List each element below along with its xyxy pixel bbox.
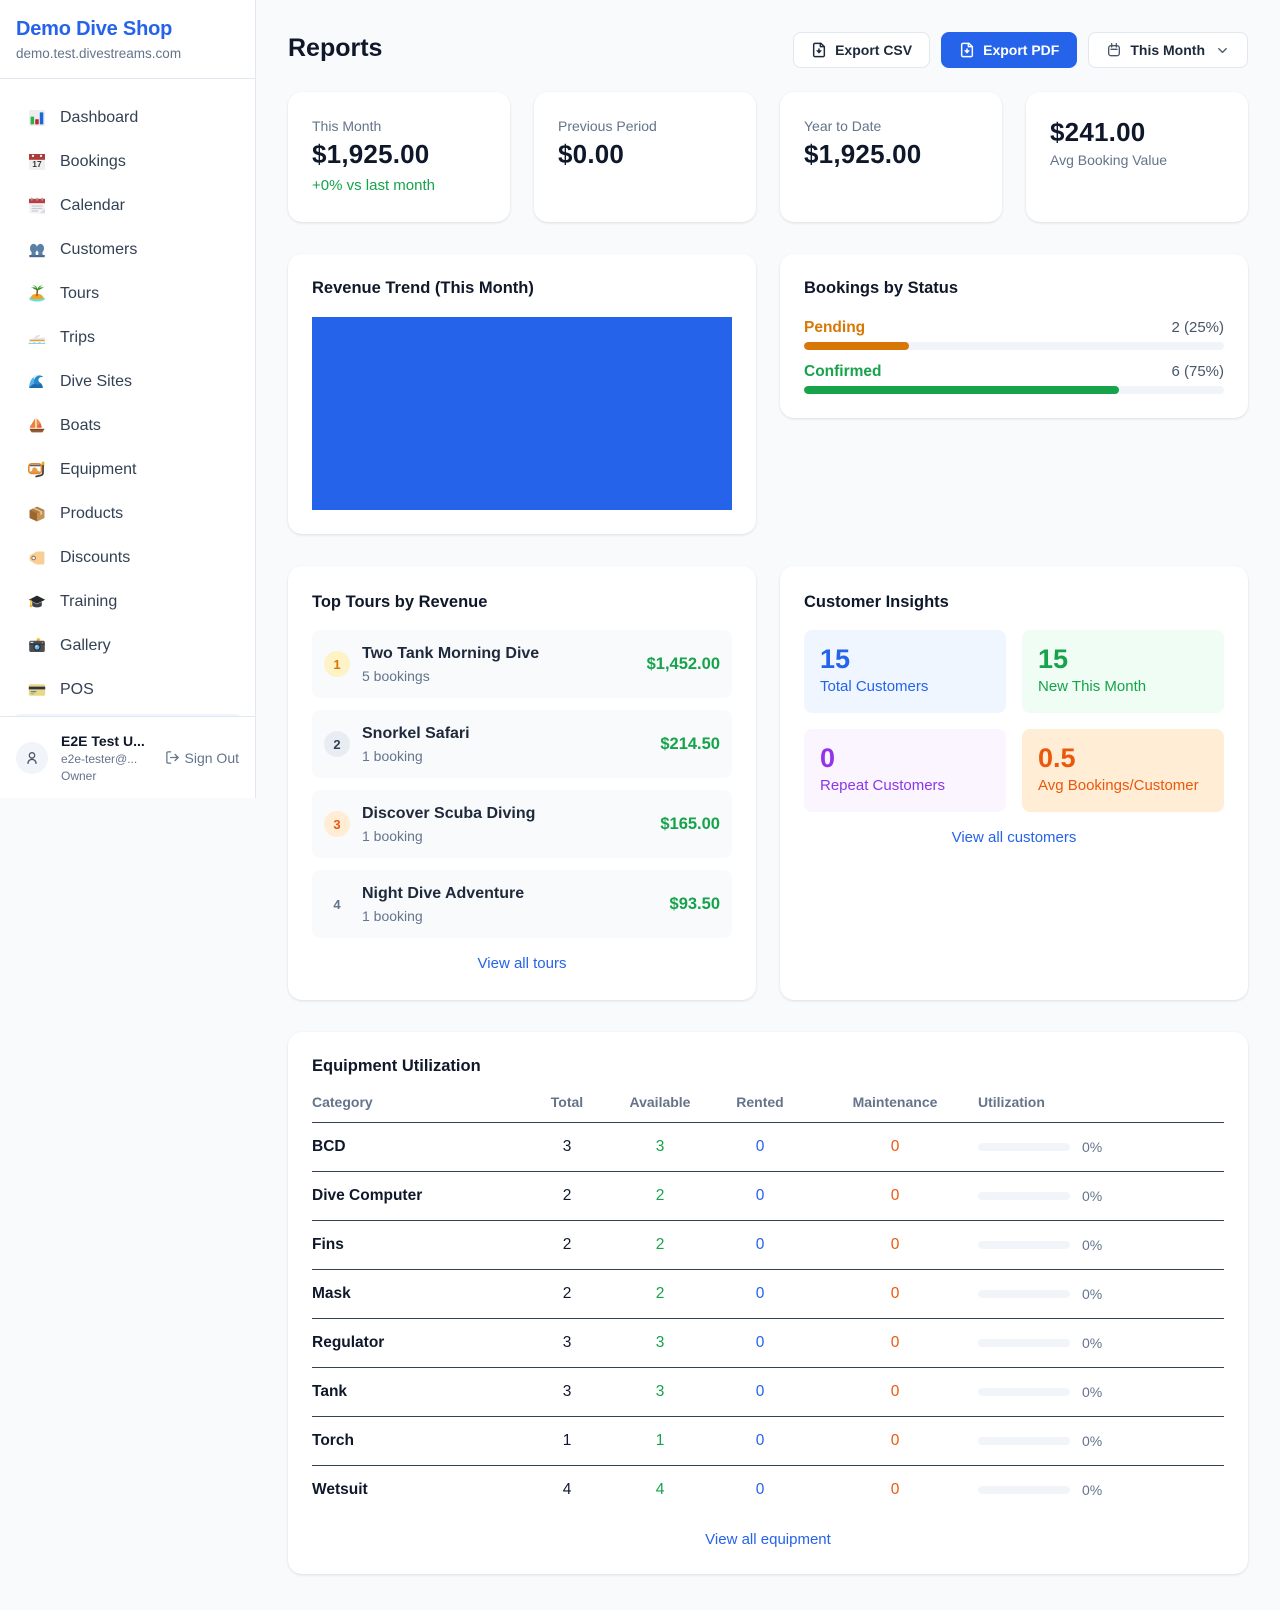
svg-text:17: 17	[32, 159, 42, 169]
